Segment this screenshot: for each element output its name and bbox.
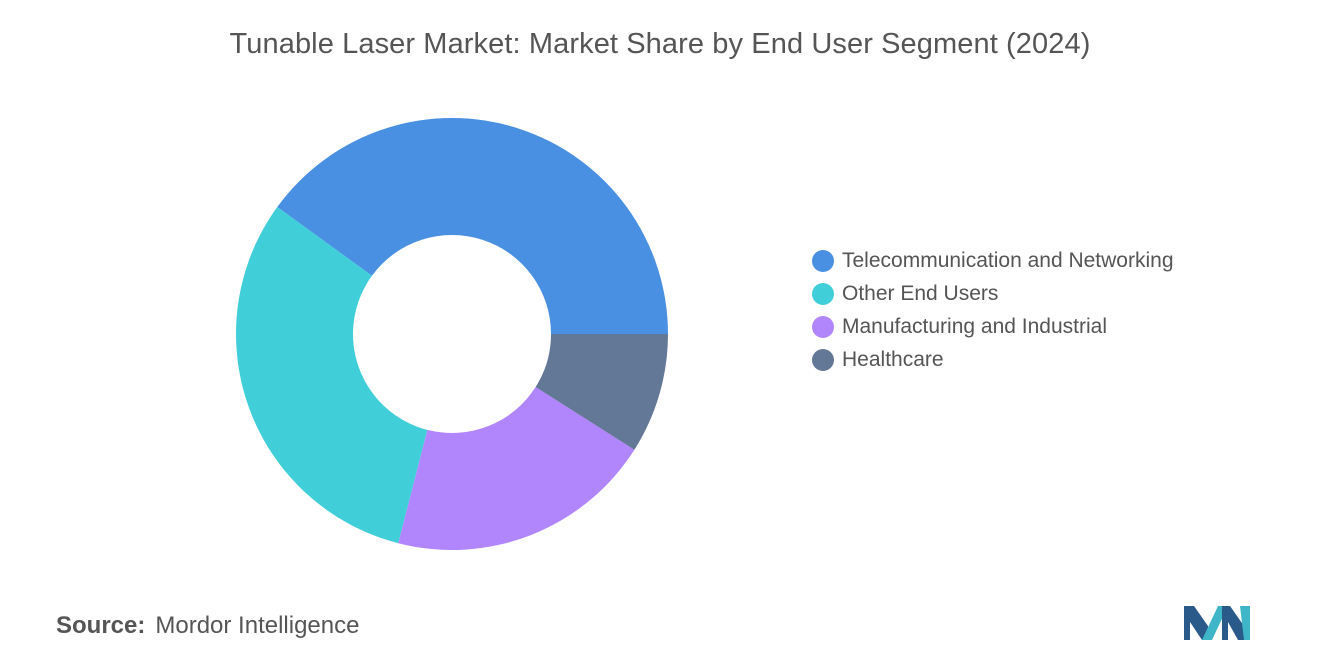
legend-label: Telecommunication and Networking	[842, 248, 1174, 272]
source-line: Source: Mordor Intelligence	[56, 612, 359, 640]
chart-title: Tunable Laser Market: Market Share by En…	[229, 28, 1091, 60]
legend-item: Healthcare	[812, 343, 1174, 376]
legend-swatch	[812, 315, 834, 338]
donut-slice-healthcare	[535, 334, 668, 450]
legend-label: Healthcare	[842, 347, 944, 371]
donut-slice-other-end-users	[235, 207, 428, 544]
chart-legend: Telecommunication and Networking Other En…	[812, 244, 1174, 376]
legend-item: Manufacturing and Industrial	[812, 310, 1174, 343]
mordor-logo-icon	[1184, 606, 1250, 640]
legend-item: Telecommunication and Networking	[812, 244, 1174, 277]
legend-label: Manufacturing and Industrial	[842, 314, 1107, 338]
donut-slice-telecommunication-and-networking	[277, 117, 668, 334]
legend-swatch	[812, 249, 834, 272]
source-label: Source:	[56, 612, 146, 639]
donut-slice-manufacturing-and-industrial	[398, 387, 635, 550]
legend-swatch	[812, 348, 834, 371]
source-value: Mordor Intelligence	[155, 612, 360, 639]
legend-item: Other End Users	[812, 277, 1174, 310]
legend-label: Other End Users	[842, 281, 999, 305]
legend-swatch	[812, 282, 834, 305]
